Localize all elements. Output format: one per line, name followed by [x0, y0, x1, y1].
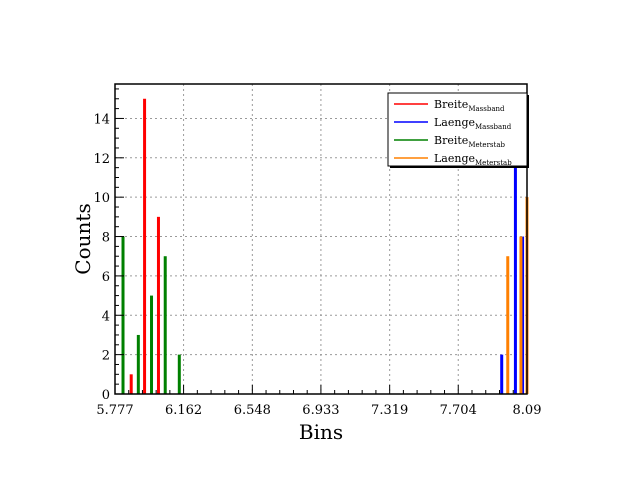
y-tick-label: 2 — [102, 349, 110, 364]
histogram-bar — [163, 256, 167, 394]
legend-entry-name: Laenge — [434, 116, 475, 129]
axis-ticks — [114, 88, 528, 395]
legend-box — [387, 92, 528, 167]
y-tick-label: 8 — [102, 231, 110, 246]
histogram-bar — [156, 216, 160, 394]
histogram-bar — [513, 157, 517, 394]
legend-entry-subscript: Meterstab — [468, 141, 505, 149]
x-tick-label: 6.933 — [302, 403, 339, 418]
legend-entry: LaengeMassband — [434, 116, 512, 131]
y-tick-label: 0 — [102, 388, 110, 403]
x-tick-label: 7.704 — [440, 403, 477, 418]
histogram-bar — [136, 334, 140, 394]
legend: BreiteMassbandLaengeMassbandBreiteMeters… — [387, 92, 529, 168]
histogram-bar — [129, 374, 133, 394]
x-tick-label: 8.09 — [513, 403, 542, 418]
histogram-bar — [500, 354, 504, 394]
legend-entry-name: Breite — [434, 98, 468, 111]
histogram-bar — [177, 354, 181, 394]
x-axis-title: Bins — [299, 420, 343, 444]
y-tick-label: 4 — [102, 309, 110, 324]
legend-entry: LaengeMeterstab — [434, 152, 512, 167]
y-tick-label: 6 — [102, 270, 110, 285]
x-tick-label: 5.777 — [96, 403, 133, 418]
legend-entry: BreiteMeterstab — [434, 134, 506, 149]
histogram-bar — [506, 256, 510, 394]
legend-entry-subscript: Massband — [475, 123, 512, 131]
y-tick-label: 14 — [93, 112, 110, 127]
y-tick-label: 10 — [93, 191, 110, 206]
legend-entry: BreiteMassband — [434, 98, 505, 113]
histogram-bar — [521, 236, 525, 394]
legend-entry-subscript: Massband — [468, 105, 505, 113]
legend-entry-name: Breite — [434, 134, 468, 147]
y-tick-label: 12 — [93, 152, 110, 167]
histogram-bar — [143, 98, 147, 394]
x-tick-label: 6.162 — [165, 403, 202, 418]
legend-entry-subscript: Meterstab — [475, 159, 512, 167]
histogram-bar — [519, 236, 523, 394]
tick-labels: 5.777 6.162 6.548 6.933 7.319 7.704 8.09 0 2 4 6 8 1… — [93, 112, 541, 418]
y-axis-title: Counts — [71, 203, 95, 274]
legend-entry-name: Laenge — [434, 152, 475, 165]
x-tick-label: 6.548 — [234, 403, 271, 418]
x-tick-label: 7.319 — [371, 403, 408, 418]
histogram-bar — [150, 295, 154, 394]
